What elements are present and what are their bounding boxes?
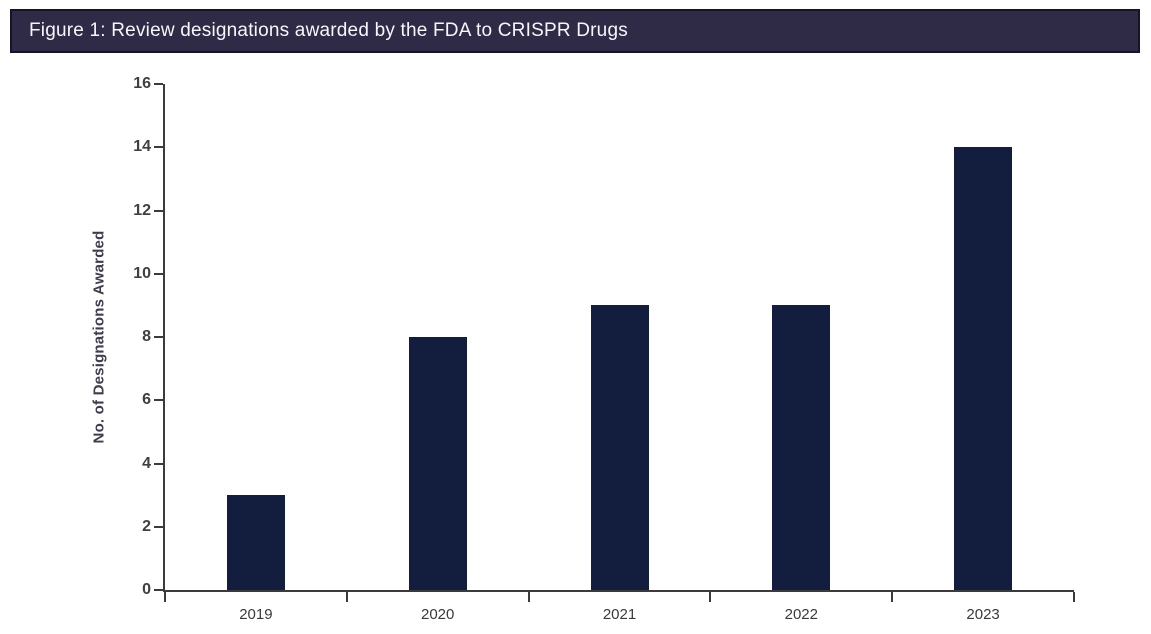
y-tick-label-10: 10	[133, 264, 151, 282]
y-axis-tick	[154, 462, 163, 465]
y-axis-tick	[154, 589, 163, 591]
y-axis-tick	[154, 83, 163, 85]
bar-2022	[772, 305, 831, 590]
x-axis-tick	[345, 592, 348, 602]
y-axis-tick	[154, 399, 163, 402]
y-tick-label-2: 2	[142, 517, 151, 535]
y-tick-label-6: 6	[142, 391, 151, 409]
x-axis-tick	[891, 592, 894, 602]
y-axis-tick	[154, 525, 163, 528]
x-tick-label-2019: 2019	[239, 606, 273, 623]
x-axis-tick	[709, 592, 712, 602]
y-axis-title: No. of Designations Awarded	[90, 230, 108, 444]
bar-2023	[954, 147, 1013, 590]
x-axis-tick	[1073, 592, 1075, 602]
x-tick-label-2020: 2020	[421, 606, 455, 623]
y-tick-label-4: 4	[142, 454, 151, 472]
figure-title: Figure 1: Review designations awarded by…	[29, 20, 628, 41]
bar-2019	[226, 495, 285, 590]
plot-area: No. of Designations Awarded 2019 2020 2021…	[91, 75, 1075, 623]
x-tick-label-2021: 2021	[602, 606, 637, 623]
y-tick-label-16: 16	[133, 75, 151, 92]
x-axis-tick	[164, 592, 166, 602]
bar-2020	[408, 337, 467, 590]
y-tick-label-12: 12	[133, 201, 151, 219]
x-tick-label-2023: 2023	[966, 606, 1000, 623]
y-axis-tick	[154, 146, 163, 149]
figure-title-bar: Figure 1: Review designations awarded by…	[10, 9, 1140, 53]
y-tick-label-0: 0	[142, 581, 151, 598]
x-tick-label-2022: 2022	[784, 606, 818, 623]
bar-2021	[590, 305, 649, 590]
y-tick-label-8: 8	[142, 328, 151, 345]
y-tick-label-14: 14	[133, 138, 151, 156]
y-axis-tick	[154, 272, 163, 275]
y-axis-tick	[154, 336, 163, 338]
y-axis-tick	[154, 209, 163, 212]
x-axis-tick	[527, 592, 530, 602]
